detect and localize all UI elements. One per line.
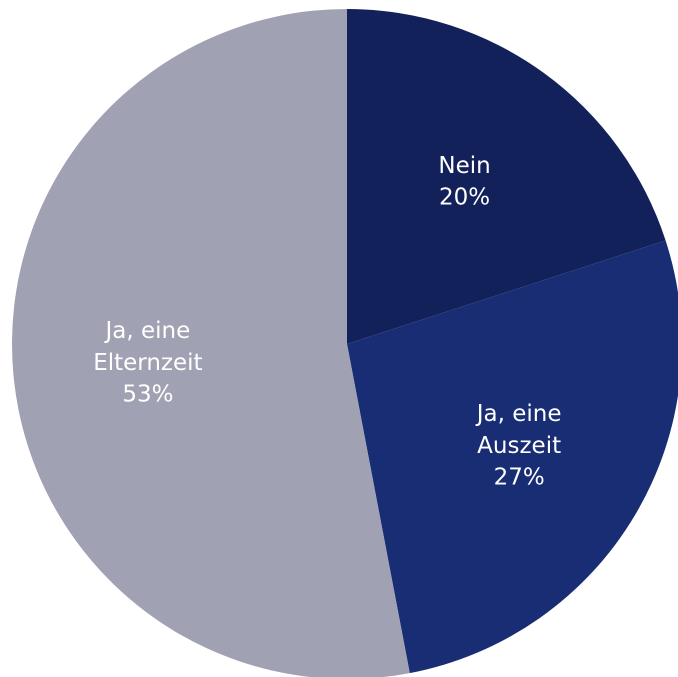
value-label: 53% (122, 381, 173, 407)
label-line: Auszeit (477, 432, 561, 458)
slice-label: Nein (438, 153, 490, 179)
pie-slice (12, 9, 410, 677)
slice-label: Ja, eine Elternzeit (93, 317, 202, 375)
label-line: Elternzeit (93, 349, 202, 375)
value-label: 27% (494, 464, 545, 490)
label-line: Ja, eine (475, 400, 562, 426)
pie-slice (347, 9, 666, 344)
pie-slice (347, 240, 678, 674)
value-label: 20% (439, 185, 490, 211)
label-line: Ja, eine (103, 317, 190, 343)
slice-label: Ja, eine Auszeit (475, 400, 562, 458)
label-line: Nein (438, 153, 490, 179)
